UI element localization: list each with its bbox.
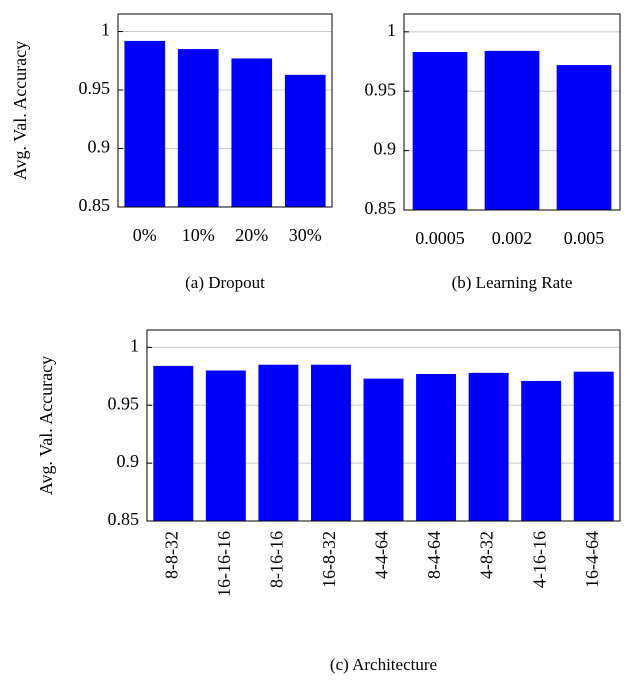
- x-tick-label: 8-16-16: [267, 531, 287, 588]
- bar: [284, 74, 326, 207]
- bar: [416, 373, 457, 521]
- bar: [310, 364, 351, 521]
- bar: [177, 49, 219, 207]
- x-tick-label: 16-4-64: [582, 531, 602, 588]
- bar: [484, 50, 540, 210]
- y-tick-label: 0.95: [108, 393, 140, 413]
- bar: [556, 65, 612, 210]
- bar: [412, 52, 468, 211]
- x-tick-label: 16-16-16: [214, 531, 234, 597]
- axis-box: [403, 13, 621, 211]
- x-tick-label: 0.002: [492, 228, 533, 248]
- y-tick-label: 0.95: [79, 78, 111, 98]
- caption: (a) Dropout: [185, 273, 265, 292]
- y-tick-label: 0.85: [108, 509, 140, 529]
- caption: (b) Learning Rate: [452, 273, 573, 292]
- x-tick-label: 4-4-64: [372, 531, 392, 579]
- y-tick-label: 0.85: [365, 198, 397, 218]
- x-tick-label: 8-4-64: [424, 531, 444, 579]
- y-axis-label: Avg. Val. Accuracy: [36, 356, 56, 495]
- y-tick-label: 0.9: [374, 139, 397, 159]
- x-tick-label: 30%: [289, 225, 322, 245]
- y-tick-label: 0.9: [88, 137, 111, 157]
- y-tick-label: 1: [387, 20, 396, 40]
- bar: [124, 40, 166, 207]
- y-axis-label: Avg. Val. Accuracy: [10, 41, 30, 180]
- x-tick-label: 8-8-32: [161, 531, 181, 579]
- x-tick-label: 20%: [235, 225, 268, 245]
- caption: (c) Architecture: [330, 655, 437, 674]
- x-tick-label: 4-16-16: [529, 531, 549, 588]
- bar: [205, 370, 246, 521]
- y-tick-label: 1: [130, 335, 139, 355]
- axis-box: [117, 13, 333, 208]
- y-tick-label: 1: [101, 20, 110, 40]
- bar: [363, 378, 404, 521]
- bar: [468, 372, 509, 521]
- y-tick-label: 0.9: [117, 451, 140, 471]
- y-tick-label: 0.85: [79, 195, 111, 215]
- x-tick-label: 16-8-32: [319, 531, 339, 588]
- x-tick-label: 10%: [182, 225, 215, 245]
- x-tick-label: 0%: [133, 225, 157, 245]
- bar: [231, 58, 273, 207]
- x-tick-label: 0.0005: [415, 228, 465, 248]
- y-tick-label: 0.95: [365, 79, 397, 99]
- bar: [573, 371, 614, 521]
- x-tick-label: 4-8-32: [477, 531, 497, 579]
- x-tick-label: 0.005: [564, 228, 605, 248]
- bar: [521, 380, 562, 521]
- bar: [153, 365, 194, 521]
- bar: [258, 364, 299, 521]
- axis-box: [146, 329, 621, 522]
